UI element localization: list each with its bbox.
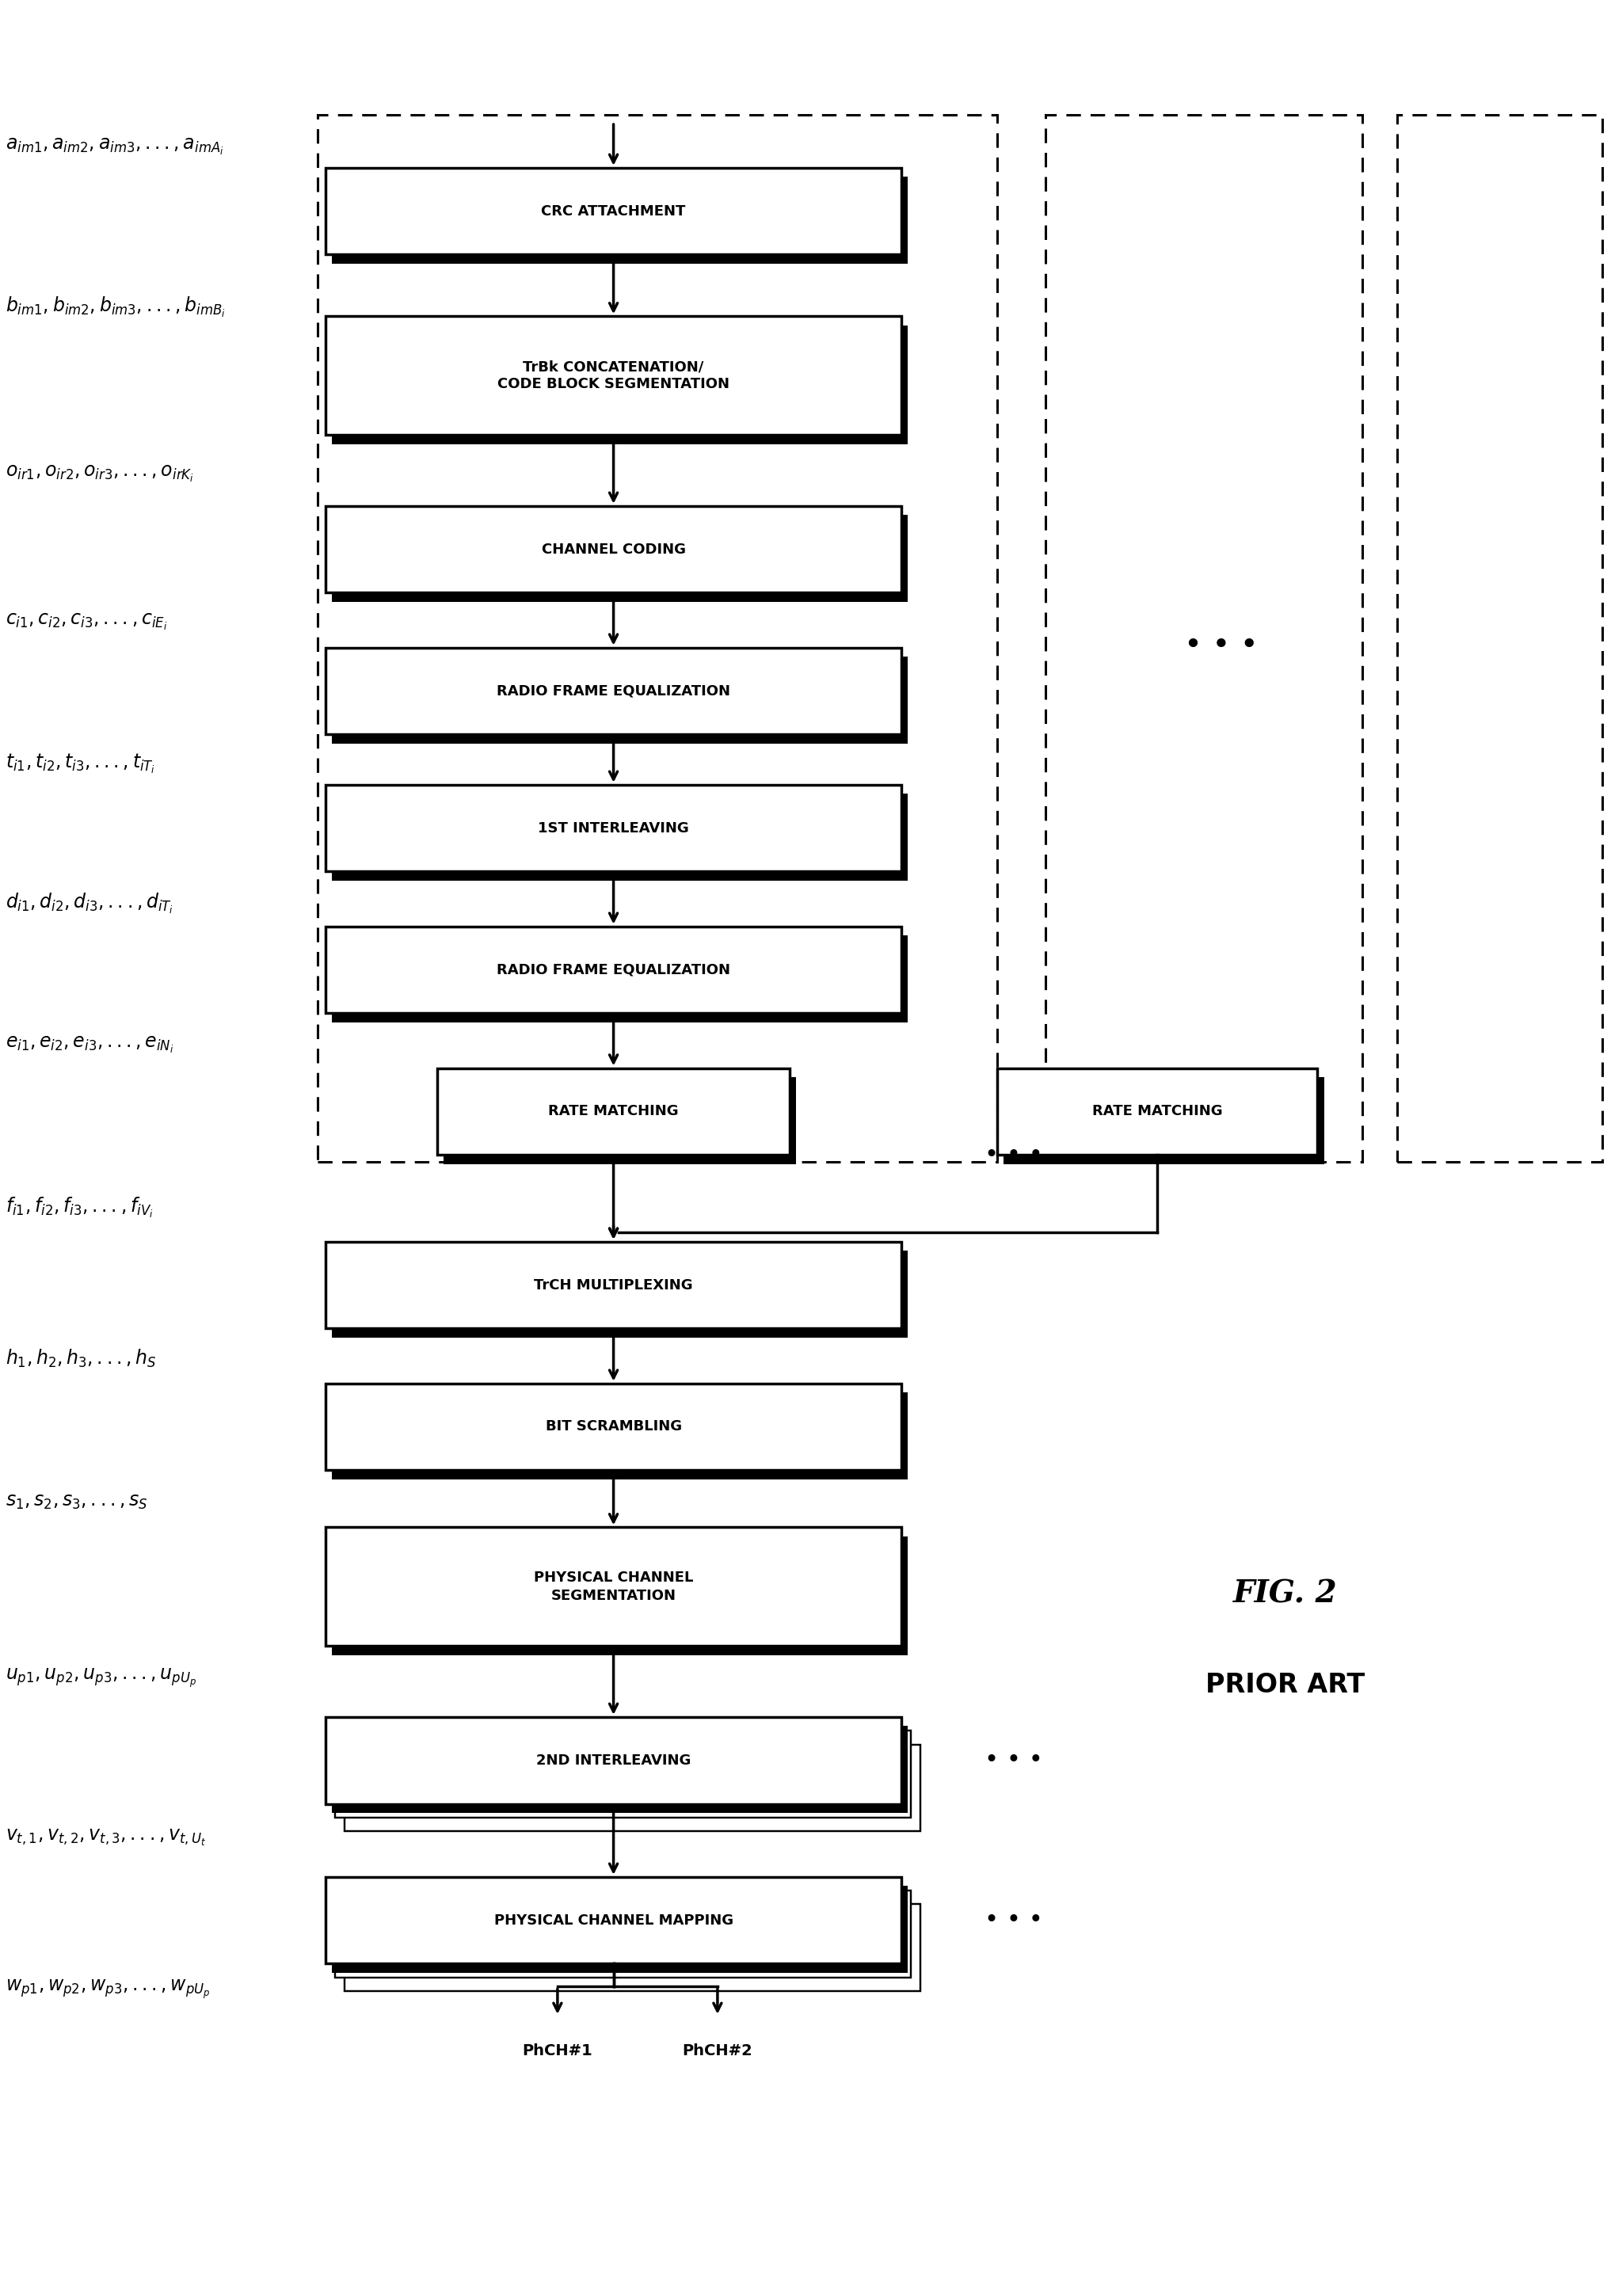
Text: $w_{p1},w_{p2},w_{p3},...,w_{pU_p}$: $w_{p1},w_{p2},w_{p3},...,w_{pU_p}$ <box>5 1977 211 2000</box>
Bar <box>332 514 909 602</box>
Text: TrCH MULTIPLEXING: TrCH MULTIPLEXING <box>535 1279 693 1293</box>
Text: $f_{i1},f_{i2},f_{i3},...,f_{iV_i}$: $f_{i1},f_{i2},f_{i3},...,f_{iV_i}$ <box>5 1196 153 1219</box>
Text: • • •: • • • <box>1184 631 1258 661</box>
Text: CRC ATTACHMENT: CRC ATTACHMENT <box>541 204 686 218</box>
Bar <box>997 1068 1318 1155</box>
Bar <box>345 1903 921 1991</box>
Text: PhCH#2: PhCH#2 <box>683 2043 752 2060</box>
Bar <box>1397 115 1603 1162</box>
Text: 1ST INTERLEAVING: 1ST INTERLEAVING <box>538 822 690 836</box>
Text: RATE MATCHING: RATE MATCHING <box>1092 1104 1223 1118</box>
Bar <box>335 1890 912 1977</box>
Bar <box>1004 1077 1324 1164</box>
Bar <box>332 1727 909 1814</box>
Bar <box>332 1536 909 1655</box>
Text: $e_{i1},e_{i2},e_{i3},...,e_{iN_i}$: $e_{i1},e_{i2},e_{i3},...,e_{iN_i}$ <box>5 1035 174 1056</box>
Bar <box>332 934 909 1022</box>
Bar <box>332 1251 909 1339</box>
Text: PHYSICAL CHANNEL
SEGMENTATION: PHYSICAL CHANNEL SEGMENTATION <box>533 1570 693 1603</box>
Text: BIT SCRAMBLING: BIT SCRAMBLING <box>546 1419 681 1435</box>
Text: $t_{i1},t_{i2},t_{i3},...,t_{iT_i}$: $t_{i1},t_{i2},t_{i3},...,t_{iT_i}$ <box>5 753 155 776</box>
Bar <box>332 177 909 264</box>
Text: $s_1,s_2,s_3,...,s_S$: $s_1,s_2,s_3,...,s_S$ <box>5 1492 148 1511</box>
Text: FIG. 2: FIG. 2 <box>1234 1580 1337 1609</box>
Bar <box>325 317 902 434</box>
Text: CHANNEL CODING: CHANNEL CODING <box>541 542 686 556</box>
Bar <box>345 1745 921 1832</box>
Text: • • •: • • • <box>984 1143 1042 1166</box>
Text: $o_{ir1},o_{ir2},o_{ir3},...,o_{irK_i}$: $o_{ir1},o_{ir2},o_{ir3},...,o_{irK_i}$ <box>5 464 193 484</box>
Bar <box>325 1527 902 1646</box>
Text: $v_{t,1},v_{t,2},v_{t,3},...,v_{t,U_t}$: $v_{t,1},v_{t,2},v_{t,3},...,v_{t,U_t}$ <box>5 1828 206 1848</box>
Bar <box>325 1242 902 1329</box>
Bar <box>325 505 902 592</box>
Text: 2ND INTERLEAVING: 2ND INTERLEAVING <box>536 1754 691 1768</box>
Bar <box>1046 115 1363 1162</box>
Text: RADIO FRAME EQUALIZATION: RADIO FRAME EQUALIZATION <box>496 684 730 698</box>
Text: PRIOR ART: PRIOR ART <box>1207 1671 1365 1699</box>
Text: RATE MATCHING: RATE MATCHING <box>548 1104 678 1118</box>
Bar <box>325 647 902 735</box>
Text: • • •: • • • <box>984 1908 1042 1931</box>
Bar <box>332 326 909 443</box>
Bar <box>438 1068 789 1155</box>
Text: $a_{im1},a_{im2},a_{im3},...,a_{imA_i}$: $a_{im1},a_{im2},a_{im3},...,a_{imA_i}$ <box>5 138 224 156</box>
Bar <box>332 1885 909 1972</box>
Bar <box>332 657 909 744</box>
Text: RADIO FRAME EQUALIZATION: RADIO FRAME EQUALIZATION <box>496 962 730 976</box>
Text: $u_{p1},u_{p2},u_{p3},...,u_{pU_p}$: $u_{p1},u_{p2},u_{p3},...,u_{pU_p}$ <box>5 1667 197 1690</box>
Bar <box>332 1391 909 1479</box>
Bar <box>332 794 909 882</box>
Text: • • •: • • • <box>984 1750 1042 1773</box>
Bar <box>335 1731 912 1818</box>
Bar <box>325 785 902 872</box>
Text: PhCH#1: PhCH#1 <box>522 2043 593 2060</box>
Bar <box>325 168 902 255</box>
Bar <box>317 115 997 1162</box>
Bar <box>445 1077 796 1164</box>
Text: $h_1,h_2,h_3,...,h_S$: $h_1,h_2,h_3,...,h_S$ <box>5 1348 156 1368</box>
Bar <box>325 1876 902 1963</box>
Bar <box>325 925 902 1013</box>
Text: PHYSICAL CHANNEL MAPPING: PHYSICAL CHANNEL MAPPING <box>495 1913 733 1926</box>
Text: $b_{im1},b_{im2},b_{im3},...,b_{imB_i}$: $b_{im1},b_{im2},b_{im3},...,b_{imB_i}$ <box>5 296 226 319</box>
Bar <box>325 1717 902 1805</box>
Text: TrBk CONCATENATION/
CODE BLOCK SEGMENTATION: TrBk CONCATENATION/ CODE BLOCK SEGMENTAT… <box>498 360 730 393</box>
Bar <box>325 1384 902 1469</box>
Text: $d_{i1},d_{i2},d_{i3},...,d_{iT_i}$: $d_{i1},d_{i2},d_{i3},...,d_{iT_i}$ <box>5 891 174 916</box>
Text: $c_{i1},c_{i2},c_{i3},...,c_{iE_i}$: $c_{i1},c_{i2},c_{i3},...,c_{iE_i}$ <box>5 613 168 631</box>
